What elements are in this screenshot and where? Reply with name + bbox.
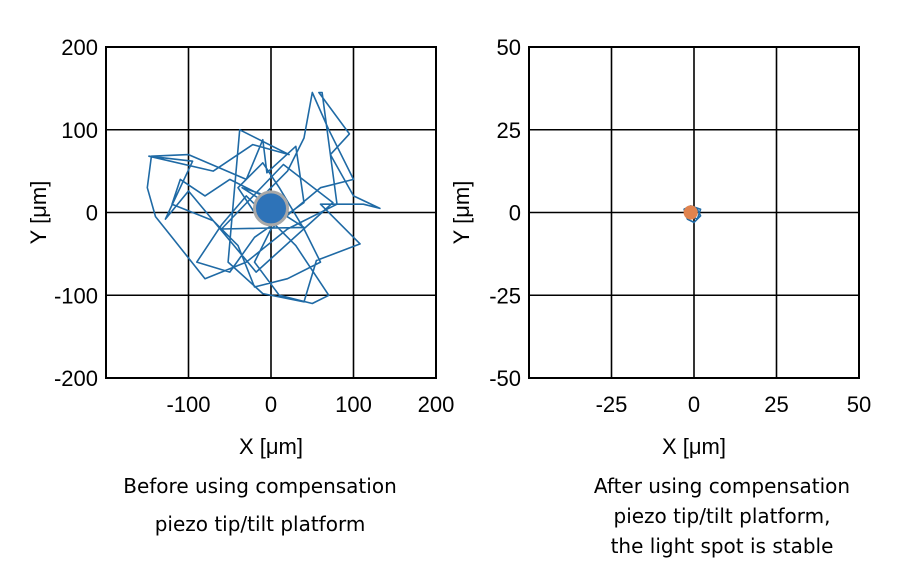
plot-frame (105, 46, 437, 379)
x-tick-label: 100 (335, 392, 372, 417)
caption-after-line-2: piezo tip/tilt platform, (613, 504, 831, 528)
chart-after: 50 25 0 -25 -50 -25 0 25 50 X [μm] Y [μm] (449, 35, 871, 459)
x-tick-label: -100 (166, 392, 210, 417)
caption-before: Before using compensation piezo tip/tilt… (60, 476, 460, 546)
caption-after-line-1: After using compensation (593, 474, 851, 498)
y-tick-label: -100 (54, 283, 98, 308)
y-tick-label: 200 (61, 35, 98, 60)
spot-marker (683, 205, 698, 220)
y-tick-label: 25 (497, 118, 521, 143)
caption-before-line-1: Before using compensation (123, 474, 397, 498)
trajectory-path (146, 91, 381, 305)
caption-after: After using compensation piezo tip/tilt … (522, 476, 900, 561)
x-axis-title: X [μm] (662, 434, 726, 459)
y-tick-label: -50 (489, 366, 521, 391)
y-tick-label: 0 (86, 201, 98, 226)
caption-before-line-2: piezo tip/tilt platform (154, 512, 366, 536)
x-tick-label: 200 (418, 392, 455, 417)
y-tick-label: -25 (489, 283, 521, 308)
y-tick-label: -200 (54, 366, 98, 391)
y-tick-label: 100 (61, 118, 98, 143)
y-tick-label: 50 (497, 35, 521, 60)
plot-frame (528, 46, 860, 379)
x-tick-label: 0 (688, 392, 700, 417)
x-tick-label: 0 (265, 392, 277, 417)
y-axis-title: Y [μm] (449, 181, 474, 245)
x-tick-label: -25 (596, 392, 628, 417)
y-tick-label: 0 (509, 201, 521, 226)
spot-marker (253, 190, 289, 227)
chart-before: 200 100 0 -100 -200 -100 0 100 200 X [μm] Y [μm] (26, 35, 455, 459)
caption-after-line-3: the light spot is stable (610, 534, 834, 558)
x-axis-title: X [μm] (239, 434, 303, 459)
x-tick-label: 25 (764, 392, 788, 417)
y-axis-title: Y [μm] (26, 181, 51, 245)
x-tick-label: 50 (847, 392, 871, 417)
